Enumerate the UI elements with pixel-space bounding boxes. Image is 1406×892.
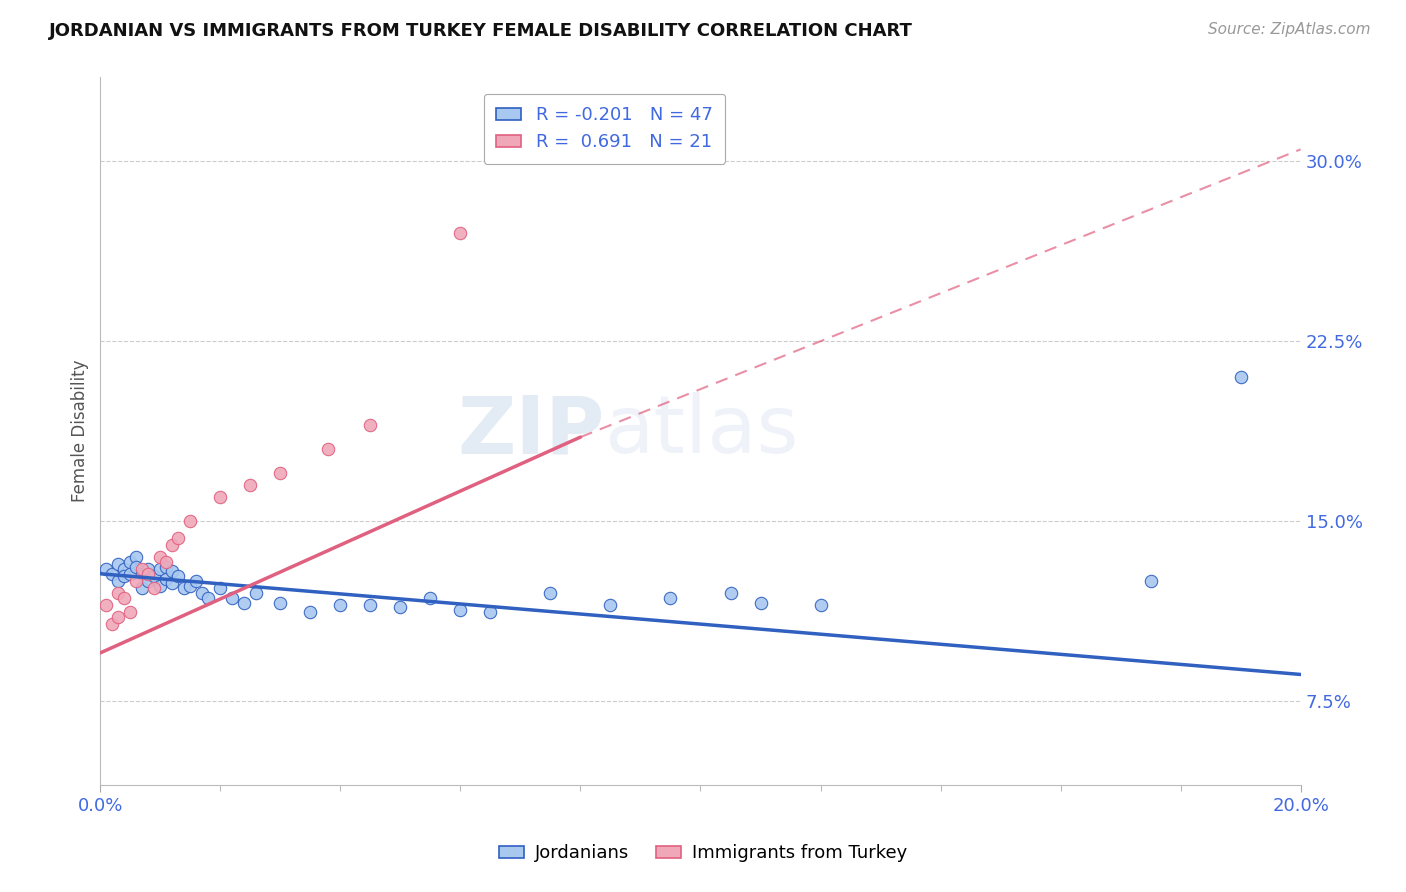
Point bbox=[112, 591, 135, 605]
Point bbox=[101, 566, 124, 581]
Point bbox=[659, 591, 682, 605]
Point bbox=[143, 581, 166, 595]
Point bbox=[120, 555, 142, 569]
Point bbox=[209, 581, 232, 595]
Point bbox=[155, 559, 177, 574]
Point bbox=[540, 586, 562, 600]
Point bbox=[720, 586, 742, 600]
Point bbox=[138, 574, 160, 588]
Point bbox=[209, 490, 232, 504]
Point bbox=[162, 576, 184, 591]
Point bbox=[389, 600, 412, 615]
Point bbox=[125, 549, 148, 564]
Point bbox=[162, 538, 184, 552]
Point bbox=[167, 569, 190, 583]
Point bbox=[143, 569, 166, 583]
Point bbox=[1139, 574, 1161, 588]
Text: atlas: atlas bbox=[605, 392, 799, 470]
Point bbox=[101, 617, 124, 632]
Point bbox=[359, 598, 381, 612]
Point bbox=[449, 603, 471, 617]
Point bbox=[125, 559, 148, 574]
Text: JORDANIAN VS IMMIGRANTS FROM TURKEY FEMALE DISABILITY CORRELATION CHART: JORDANIAN VS IMMIGRANTS FROM TURKEY FEMA… bbox=[49, 22, 912, 40]
Point bbox=[299, 605, 322, 619]
Point bbox=[138, 566, 160, 581]
Point bbox=[131, 566, 153, 581]
Point bbox=[1229, 370, 1251, 384]
Point bbox=[179, 579, 201, 593]
Point bbox=[112, 569, 135, 583]
Point bbox=[329, 598, 352, 612]
Point bbox=[149, 562, 172, 576]
Point bbox=[131, 581, 153, 595]
Point bbox=[112, 562, 135, 576]
Point bbox=[239, 478, 262, 492]
Point bbox=[96, 562, 118, 576]
Point bbox=[318, 442, 340, 456]
Point bbox=[149, 579, 172, 593]
Point bbox=[155, 572, 177, 586]
Point bbox=[221, 591, 243, 605]
Point bbox=[120, 566, 142, 581]
Point bbox=[138, 562, 160, 576]
Point bbox=[191, 586, 214, 600]
Text: ZIP: ZIP bbox=[457, 392, 605, 470]
Point bbox=[419, 591, 441, 605]
Point bbox=[186, 574, 208, 588]
Point bbox=[599, 598, 621, 612]
Point bbox=[149, 549, 172, 564]
Point bbox=[245, 586, 267, 600]
Point bbox=[810, 598, 832, 612]
Point bbox=[162, 565, 184, 579]
Legend: Jordanians, Immigrants from Turkey: Jordanians, Immigrants from Turkey bbox=[491, 838, 915, 870]
Y-axis label: Female Disability: Female Disability bbox=[72, 359, 89, 502]
Point bbox=[131, 562, 153, 576]
Point bbox=[269, 595, 291, 609]
Point bbox=[107, 610, 129, 624]
Legend: R = -0.201   N = 47, R =  0.691   N = 21: R = -0.201 N = 47, R = 0.691 N = 21 bbox=[484, 94, 725, 164]
Point bbox=[107, 557, 129, 571]
Point bbox=[359, 418, 381, 433]
Text: Source: ZipAtlas.com: Source: ZipAtlas.com bbox=[1208, 22, 1371, 37]
Point bbox=[96, 598, 118, 612]
Point bbox=[167, 531, 190, 545]
Point bbox=[449, 227, 471, 241]
Point bbox=[179, 514, 201, 528]
Point bbox=[107, 574, 129, 588]
Point bbox=[269, 466, 291, 480]
Point bbox=[233, 595, 256, 609]
Point bbox=[197, 591, 219, 605]
Point bbox=[120, 605, 142, 619]
Point bbox=[749, 595, 772, 609]
Point bbox=[479, 605, 502, 619]
Point bbox=[173, 581, 195, 595]
Point bbox=[107, 586, 129, 600]
Point bbox=[155, 555, 177, 569]
Point bbox=[125, 574, 148, 588]
